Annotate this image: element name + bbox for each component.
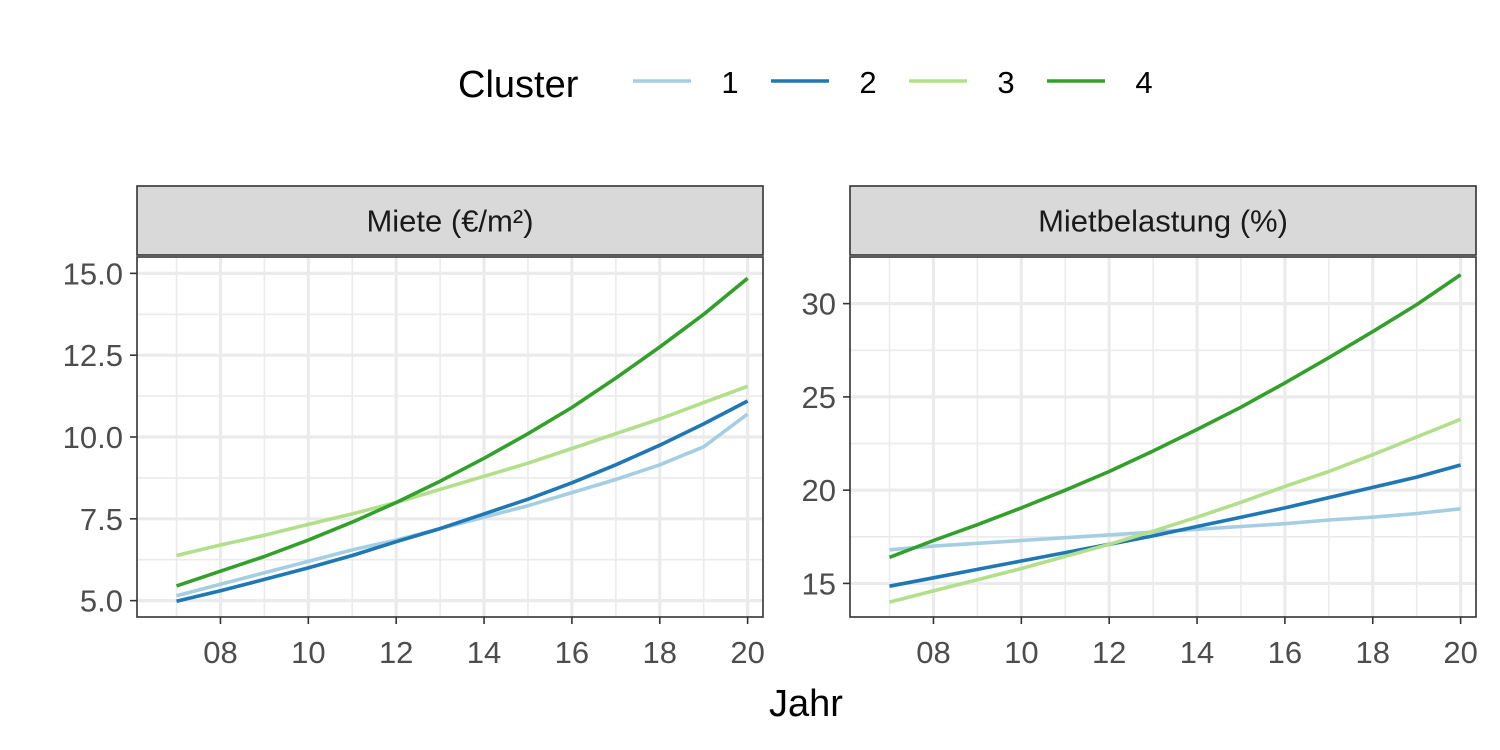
y-tick-label: 15.0: [63, 256, 123, 291]
facet-title: Mietbelastung (%): [1038, 204, 1288, 239]
series-line-cluster-2: [176, 399, 749, 604]
y-tick-label: 25: [802, 380, 836, 415]
facet-strip: [849, 185, 1477, 256]
x-tick-label: 14: [1180, 635, 1214, 670]
legend-label-4: 4: [1135, 65, 1152, 100]
y-tick-label: 5.0: [80, 584, 123, 619]
series-line-cluster-2: [889, 463, 1462, 588]
gridlines: [137, 257, 763, 617]
y-tick-label: 10.0: [63, 420, 123, 455]
series-line-cluster-4: [888, 273, 1462, 559]
x-axis-title: Jahr: [769, 683, 843, 725]
series-line-cluster-4: [175, 276, 749, 588]
x-tick-label: 18: [643, 635, 677, 670]
y-tick-label: 30: [802, 287, 836, 322]
facet-strip: [136, 185, 764, 256]
legend-title: Cluster: [458, 64, 579, 106]
gridlines: [850, 257, 1476, 617]
x-tick-label: 08: [916, 635, 950, 670]
legend: Cluster 1 2 3 4: [458, 64, 1153, 106]
x-tick-label: 10: [291, 635, 325, 670]
plot-area: [850, 257, 1476, 617]
x-tick-label: 20: [730, 635, 764, 670]
y-tick-label: 7.5: [80, 502, 123, 537]
series-group: [888, 273, 1462, 604]
facet-title: Miete (€/m²): [366, 204, 533, 239]
x-tick-label: 08: [203, 635, 237, 670]
series-group: [175, 276, 749, 604]
legend-label-2: 2: [859, 65, 876, 100]
panel-1: Miete (€/m²) 5.0 7.5 10.0 12.5 15.0 08 10 12 14 16…: [63, 185, 765, 670]
x-tick-label: 20: [1443, 635, 1477, 670]
series-line-cluster-3: [889, 417, 1462, 604]
panel-border: [849, 256, 1477, 618]
x-tick-label: 16: [555, 635, 589, 670]
y-tick-label: 15: [802, 566, 836, 601]
legend-label-1: 1: [721, 65, 738, 100]
x-tick-label: 12: [379, 635, 413, 670]
series-line-cluster-3: [176, 384, 749, 558]
x-tick-label: 16: [1268, 635, 1302, 670]
x-tick-label: 14: [467, 635, 501, 670]
x-tick-label: 12: [1092, 635, 1126, 670]
panel-2: Mietbelastung (%) 15 20 25 30 08 10 12 14 16 18 20: [802, 185, 1478, 670]
x-tick-label: 10: [1004, 635, 1038, 670]
y-tick-label: 12.5: [63, 338, 123, 373]
y-tick-label: 20: [802, 473, 836, 508]
legend-label-3: 3: [997, 65, 1014, 100]
x-tick-label: 18: [1356, 635, 1390, 670]
